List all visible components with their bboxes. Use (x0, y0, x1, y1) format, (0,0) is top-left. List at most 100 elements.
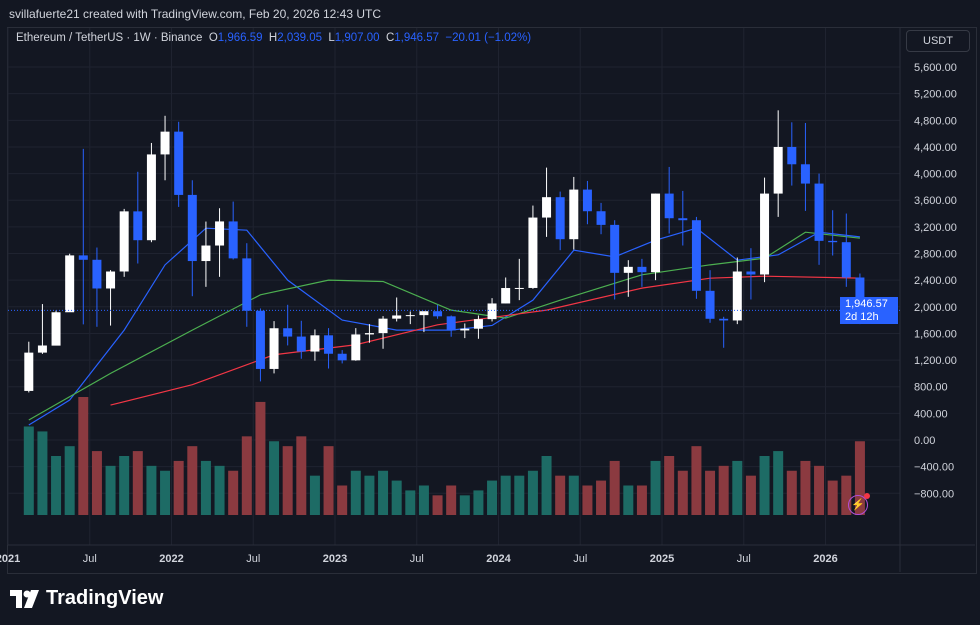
x-tick-label: 2022 (159, 553, 183, 565)
candle-body (242, 258, 252, 311)
candle-body (324, 335, 334, 354)
candle-body (473, 319, 483, 329)
change-value: −20.01 (−1.02%) (445, 32, 532, 44)
low-value: 1,907.00 (334, 32, 380, 44)
y-tick-label: 2,800.00 (914, 249, 957, 261)
x-tick-label: Jul (573, 553, 587, 565)
candle-body (542, 197, 552, 218)
candle-body (78, 255, 88, 260)
volume-bar (160, 470, 171, 515)
candle-body (787, 146, 797, 165)
volume-bar (582, 485, 593, 515)
candle-body (160, 131, 170, 155)
close-label: C (385, 32, 395, 44)
volume-bar (650, 460, 661, 515)
symbol-title[interactable]: Ethereum / TetherUS · 1W · Binance (16, 32, 203, 44)
y-tick-label: 1,600.00 (914, 328, 957, 340)
candle-body (528, 217, 538, 288)
candle-body (487, 303, 497, 320)
volume-bar (255, 401, 266, 515)
open-label: O (208, 32, 218, 44)
y-tick-label: 5,600.00 (914, 62, 957, 74)
candle-body (405, 315, 415, 317)
candle-body (610, 224, 620, 273)
volume-bar (718, 465, 729, 515)
candle-body (269, 328, 279, 369)
volume-bar (405, 490, 416, 515)
candle-body (800, 164, 810, 184)
candle-body (732, 271, 742, 321)
volume-bar (841, 475, 852, 515)
candle-body (623, 266, 633, 273)
candle-body (841, 242, 851, 278)
lightning-icon[interactable]: ⚡ (848, 493, 870, 515)
candle-body (201, 245, 211, 262)
candle-body (215, 221, 225, 246)
volume-bar (814, 465, 825, 515)
candle-body (746, 271, 756, 275)
close-value: 1,946.57 (394, 32, 440, 44)
volume-bar (800, 460, 811, 515)
volume-bar (241, 436, 252, 515)
currency-button[interactable]: USDT (906, 30, 970, 52)
volume-bar (91, 451, 102, 515)
y-tick-label: 2,000.00 (914, 302, 957, 314)
candle-body (446, 316, 456, 331)
high-value: 2,039.05 (277, 32, 322, 44)
high-label: H (268, 32, 278, 44)
x-tick-label: 2025 (650, 553, 674, 565)
candle-body (637, 266, 647, 273)
candle-body (555, 197, 565, 240)
candle-body (514, 287, 524, 289)
volume-bar (786, 470, 797, 515)
volume-bar (555, 475, 566, 515)
volume-bar (132, 451, 143, 515)
volume-bar (773, 451, 784, 515)
candle-body (146, 154, 156, 241)
candle-body (582, 189, 592, 212)
volume-bar (609, 460, 620, 515)
candle-body (596, 211, 606, 225)
volume-bar (391, 480, 402, 515)
volume-bar (514, 475, 525, 515)
y-tick-label: −400.00 (914, 462, 954, 474)
candle-body (133, 211, 143, 241)
y-tick-label: 1,200.00 (914, 355, 957, 367)
candle-body (678, 218, 688, 221)
volume-bar (677, 470, 688, 515)
volume-bar (146, 465, 157, 515)
volume-bar (527, 470, 538, 515)
moving-average-line (28, 227, 860, 426)
bar-countdown: 2d 12h (845, 311, 879, 323)
candle-body (691, 220, 701, 291)
candle-body (296, 336, 306, 352)
candle-body (187, 194, 197, 262)
tradingview-logo[interactable]: TradingView (10, 587, 163, 610)
volume-bar (64, 446, 75, 515)
volume-bar (200, 460, 211, 515)
candle-body (814, 183, 824, 241)
x-tick-label: 2021 (0, 553, 20, 565)
y-tick-label: 3,600.00 (914, 195, 957, 207)
candle-body (337, 353, 347, 361)
last-price-label: 1,946.57 2d 12h (840, 297, 898, 324)
volume-bar (596, 480, 607, 515)
logo-text: TradingView (46, 587, 164, 609)
volume-bar (473, 490, 484, 515)
volume-bar (732, 460, 743, 515)
candle-body (65, 255, 75, 313)
y-tick-label: 4,000.00 (914, 169, 957, 181)
candle-body (501, 288, 511, 304)
x-tick-label: Jul (246, 553, 260, 565)
volume-bar (337, 485, 348, 515)
open-value: 1,966.59 (217, 32, 263, 44)
candle-body (283, 328, 293, 337)
symbol-legend: Ethereum / TetherUS · 1W · Binance O1,96… (16, 32, 531, 44)
x-tick-label: Jul (737, 553, 751, 565)
volume-bar (854, 441, 865, 515)
y-tick-label: −800.00 (914, 488, 954, 500)
y-tick-label: 2,400.00 (914, 275, 957, 287)
volume-bar (759, 456, 770, 515)
candle-body (460, 328, 470, 331)
